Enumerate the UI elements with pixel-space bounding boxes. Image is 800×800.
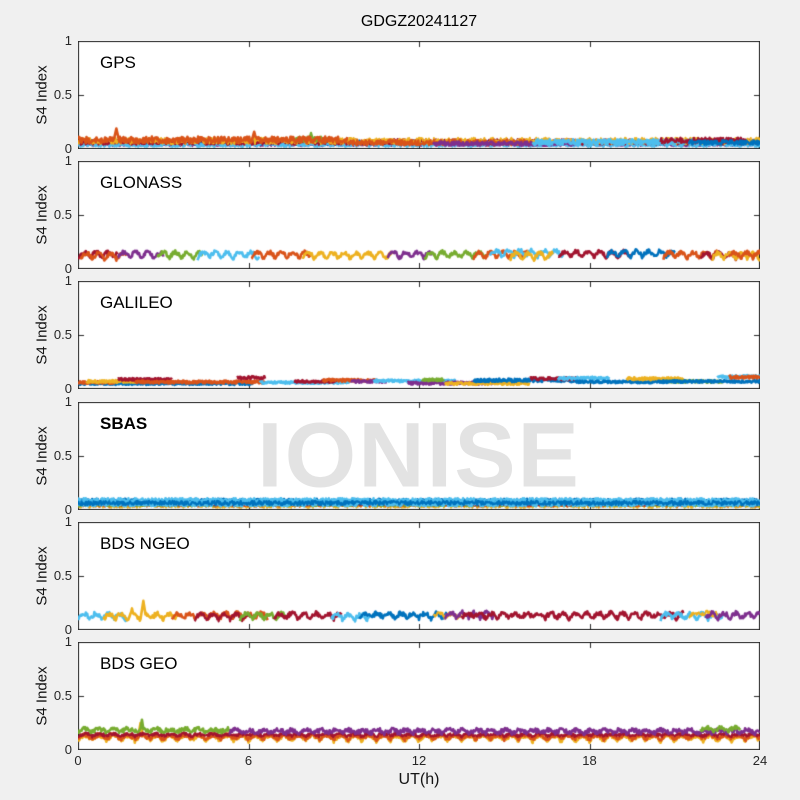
y-tick-0: 0 <box>64 742 72 757</box>
panel-gps: S4 Index 1 0.5 0 GPS <box>0 34 800 156</box>
gps-plot-area: GPS <box>78 41 760 149</box>
y-tick-05: 0.5 <box>53 688 72 703</box>
sbas-plot-canvas <box>78 402 760 510</box>
x-tick-6: 6 <box>244 753 253 768</box>
galileo-label: GALILEO <box>100 293 173 312</box>
x-axis: 0 6 12 18 24 <box>0 753 800 769</box>
bds-ngeo-plot-area: BDS NGEO <box>78 522 760 630</box>
y-tick-0: 0 <box>64 261 72 276</box>
bds-geo-plot-canvas <box>78 642 760 750</box>
galileo-plot-area: GALILEO <box>78 281 760 389</box>
glonass-plot-canvas <box>78 161 760 269</box>
panel-bds-ngeo: S4 Index 1 0.5 0 BDS NGEO <box>0 515 800 637</box>
panel-bds-geo: S4 Index 1 0.5 0 BDS GEO <box>0 635 800 757</box>
y-tick-0: 0 <box>64 502 72 517</box>
y-tick-05: 0.5 <box>53 327 72 342</box>
panel-sbas: S4 Index 1 0.5 0 IONISE SBAS <box>0 395 800 517</box>
y-tick-1: 1 <box>64 273 72 288</box>
glonass-plot-area: GLONASS <box>78 161 760 269</box>
gps-label: GPS <box>100 53 136 72</box>
y-tick-1: 1 <box>64 153 72 168</box>
y-tick-1: 1 <box>64 394 72 409</box>
x-axis-label: UT(h) <box>398 771 440 788</box>
x-tick-12: 12 <box>411 753 427 768</box>
y-tick-0: 0 <box>64 141 72 156</box>
y-tick-05: 0.5 <box>53 568 72 583</box>
gps-plot-canvas <box>78 41 760 149</box>
sbas-label: SBAS <box>100 414 148 433</box>
bds-ngeo-plot-canvas <box>78 522 760 630</box>
y-tick-05: 0.5 <box>53 207 72 222</box>
panel-glonass: S4 Index 1 0.5 0 GLONASS <box>0 154 800 276</box>
y-tick-1: 1 <box>64 514 72 529</box>
y-tick-0: 0 <box>64 622 72 637</box>
y-tick-1: 1 <box>64 634 72 649</box>
bds-geo-plot-area: BDS GEO <box>78 642 760 750</box>
x-tick-0: 0 <box>74 753 82 768</box>
bds-geo-label: BDS GEO <box>100 654 178 673</box>
y-tick-05: 0.5 <box>53 448 72 463</box>
x-tick-24: 24 <box>752 753 768 768</box>
y-tick-0: 0 <box>64 381 72 396</box>
y-tick-05: 0.5 <box>53 87 72 102</box>
panel-galileo: S4 Index 1 0.5 0 GALILEO <box>0 274 800 396</box>
galileo-plot-canvas <box>78 281 760 389</box>
x-tick-18: 18 <box>582 753 597 768</box>
glonass-label: GLONASS <box>100 173 183 192</box>
bds-ngeo-label: BDS NGEO <box>100 534 190 553</box>
y-tick-1: 1 <box>64 33 72 48</box>
figure-title: GDGZ20241127 <box>360 13 478 30</box>
sbas-plot-area: IONISE SBAS <box>78 402 760 510</box>
